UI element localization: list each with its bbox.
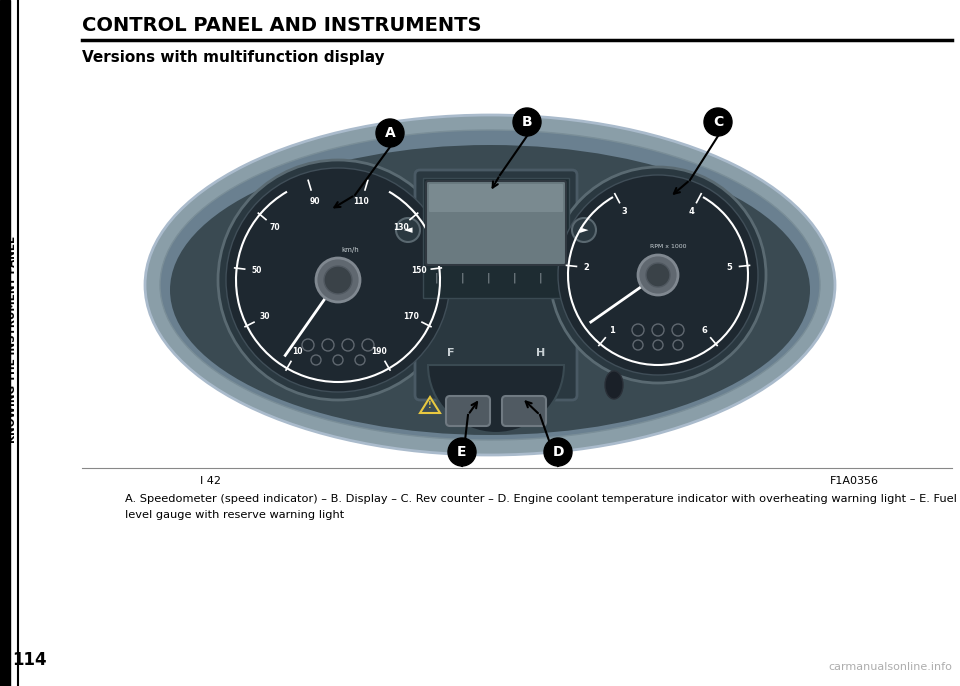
Text: F1A0356: F1A0356 bbox=[830, 476, 879, 486]
Text: F: F bbox=[447, 348, 455, 358]
Text: 150: 150 bbox=[412, 266, 427, 275]
Text: KNOWING THE INSTRUMENT PANEL: KNOWING THE INSTRUMENT PANEL bbox=[7, 237, 17, 443]
Text: !: ! bbox=[428, 401, 432, 410]
Text: |: | bbox=[539, 273, 541, 283]
Circle shape bbox=[316, 258, 360, 302]
Text: 50: 50 bbox=[252, 266, 262, 275]
FancyBboxPatch shape bbox=[423, 178, 569, 298]
Text: H: H bbox=[537, 348, 545, 358]
Ellipse shape bbox=[605, 371, 623, 399]
Circle shape bbox=[638, 255, 678, 295]
Ellipse shape bbox=[145, 115, 835, 455]
Ellipse shape bbox=[170, 145, 810, 435]
Text: 1: 1 bbox=[609, 326, 614, 335]
Circle shape bbox=[324, 266, 352, 294]
FancyBboxPatch shape bbox=[446, 396, 490, 426]
Text: ►: ► bbox=[580, 225, 588, 235]
Circle shape bbox=[396, 218, 420, 242]
Text: km/h: km/h bbox=[341, 247, 359, 253]
Text: Versions with multifunction display: Versions with multifunction display bbox=[82, 50, 385, 65]
FancyBboxPatch shape bbox=[502, 396, 546, 426]
Circle shape bbox=[448, 438, 476, 466]
Text: |: | bbox=[434, 273, 438, 283]
Text: 30: 30 bbox=[259, 312, 270, 321]
Circle shape bbox=[544, 438, 572, 466]
Text: 90: 90 bbox=[309, 197, 320, 206]
Text: A: A bbox=[385, 126, 396, 140]
Circle shape bbox=[513, 108, 541, 136]
FancyBboxPatch shape bbox=[426, 181, 566, 265]
Bar bbox=[0, 0, 10, 686]
Text: carmanualsonline.info: carmanualsonline.info bbox=[828, 662, 952, 672]
Text: CONTROL PANEL AND INSTRUMENTS: CONTROL PANEL AND INSTRUMENTS bbox=[82, 16, 482, 35]
Text: 3: 3 bbox=[621, 207, 627, 216]
Text: |: | bbox=[513, 273, 516, 283]
Circle shape bbox=[558, 175, 758, 375]
Text: 110: 110 bbox=[353, 197, 370, 206]
Text: RPM x 1000: RPM x 1000 bbox=[650, 244, 686, 250]
Text: 70: 70 bbox=[270, 223, 280, 232]
Text: E: E bbox=[457, 445, 467, 459]
Text: 6: 6 bbox=[702, 326, 708, 335]
Text: 4: 4 bbox=[689, 207, 695, 216]
Text: 190: 190 bbox=[372, 346, 387, 355]
Circle shape bbox=[550, 167, 766, 383]
Text: |: | bbox=[460, 273, 464, 283]
FancyBboxPatch shape bbox=[429, 184, 563, 212]
Text: 114: 114 bbox=[12, 651, 47, 669]
Text: C: C bbox=[713, 115, 723, 129]
Text: A. Speedometer (speed indicator) – B. Display – C. Rev counter – D. Engine coola: A. Speedometer (speed indicator) – B. Di… bbox=[125, 494, 957, 504]
Text: 10: 10 bbox=[292, 346, 302, 355]
Text: 170: 170 bbox=[403, 312, 420, 321]
Text: level gauge with reserve warning light: level gauge with reserve warning light bbox=[125, 510, 345, 520]
Ellipse shape bbox=[160, 130, 820, 440]
Text: I 42: I 42 bbox=[200, 476, 221, 486]
Circle shape bbox=[226, 168, 450, 392]
Text: 130: 130 bbox=[393, 223, 409, 232]
Text: |: | bbox=[486, 273, 490, 283]
Text: ◄: ◄ bbox=[404, 225, 412, 235]
FancyBboxPatch shape bbox=[415, 170, 577, 400]
Text: 2: 2 bbox=[584, 263, 589, 272]
Circle shape bbox=[376, 119, 404, 147]
Text: B: B bbox=[521, 115, 532, 129]
Circle shape bbox=[218, 160, 458, 400]
Circle shape bbox=[572, 218, 596, 242]
Wedge shape bbox=[428, 365, 564, 433]
Circle shape bbox=[704, 108, 732, 136]
Text: D: D bbox=[552, 445, 564, 459]
Text: 5: 5 bbox=[727, 263, 732, 272]
Circle shape bbox=[646, 263, 670, 287]
